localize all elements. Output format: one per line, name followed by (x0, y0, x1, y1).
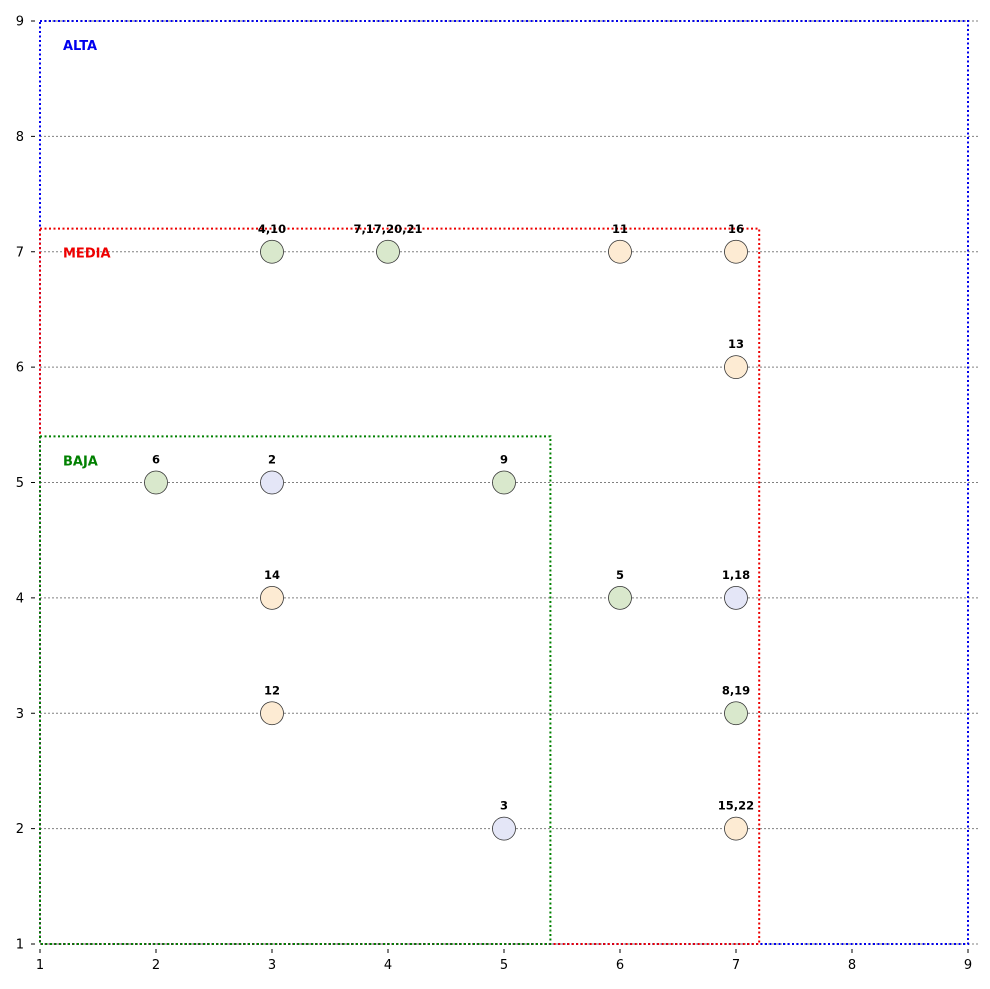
data-point (144, 470, 168, 495)
data-point-label: 11 (612, 222, 628, 236)
data-point-label: 9 (500, 453, 508, 467)
data-point-label: 14 (264, 568, 280, 582)
data-point (376, 239, 400, 264)
data-point-label: 4,10 (258, 222, 286, 236)
x-tick-label: 3 (268, 958, 276, 973)
y-tick-label: 4 (16, 591, 24, 606)
gridlines (40, 20, 980, 945)
data-point-label: 3 (500, 799, 508, 813)
data-points: 4,10 7,17,20,21 11 16 13 6 2 9 14 5 1,18 12 8,19 3 15,… (144, 222, 754, 841)
data-point (260, 239, 284, 264)
y-tick-label: 5 (16, 476, 24, 491)
data-point (608, 239, 632, 264)
y-tick-label: 8 (16, 130, 24, 145)
data-point-label: 6 (152, 453, 160, 467)
zone-media-border (39, 227, 761, 946)
zones: ALTA MEDIA BAJA (39, 20, 969, 946)
y-tick-label: 2 (16, 822, 24, 837)
data-point (724, 701, 748, 726)
data-point-label: 8,19 (722, 683, 750, 697)
y-tick-label: 3 (16, 707, 24, 722)
data-point (492, 816, 516, 841)
data-point (724, 239, 748, 264)
x-tick-label: 5 (500, 958, 508, 973)
zone-baja-label: BAJA (63, 454, 98, 469)
y-tick-label: 7 (16, 245, 24, 260)
data-point (260, 585, 284, 610)
y-tick-label: 9 (16, 15, 24, 30)
data-point-label: 15,22 (718, 799, 754, 813)
data-point (260, 701, 284, 726)
y-tick-label: 1 (16, 938, 24, 953)
x-tick-label: 1 (36, 958, 44, 973)
x-tick-label: 6 (616, 958, 624, 973)
zone-media-label: MEDIA (63, 247, 111, 262)
zone-alta-label: ALTA (63, 39, 97, 54)
x-tick-label: 8 (848, 958, 856, 973)
data-point (724, 816, 748, 841)
x-tick-label: 4 (384, 958, 392, 973)
data-point-label: 12 (264, 683, 280, 697)
x-tick-label: 7 (732, 958, 740, 973)
data-point (608, 585, 632, 610)
x-tick-label: 2 (152, 958, 160, 973)
zone-baja-border (39, 435, 552, 945)
data-point (260, 470, 284, 495)
data-point-label: 7,17,20,21 (353, 222, 422, 236)
y-tick-label: 6 (16, 361, 24, 376)
data-point (724, 355, 748, 380)
data-point (492, 470, 516, 495)
data-point (724, 585, 748, 610)
x-tick-label: 9 (964, 958, 972, 973)
data-point-label: 2 (268, 453, 276, 467)
data-point-label: 1,18 (722, 568, 750, 582)
data-point-label: 5 (616, 568, 624, 582)
data-point-label: 13 (728, 337, 744, 351)
data-point-label: 16 (728, 222, 744, 236)
